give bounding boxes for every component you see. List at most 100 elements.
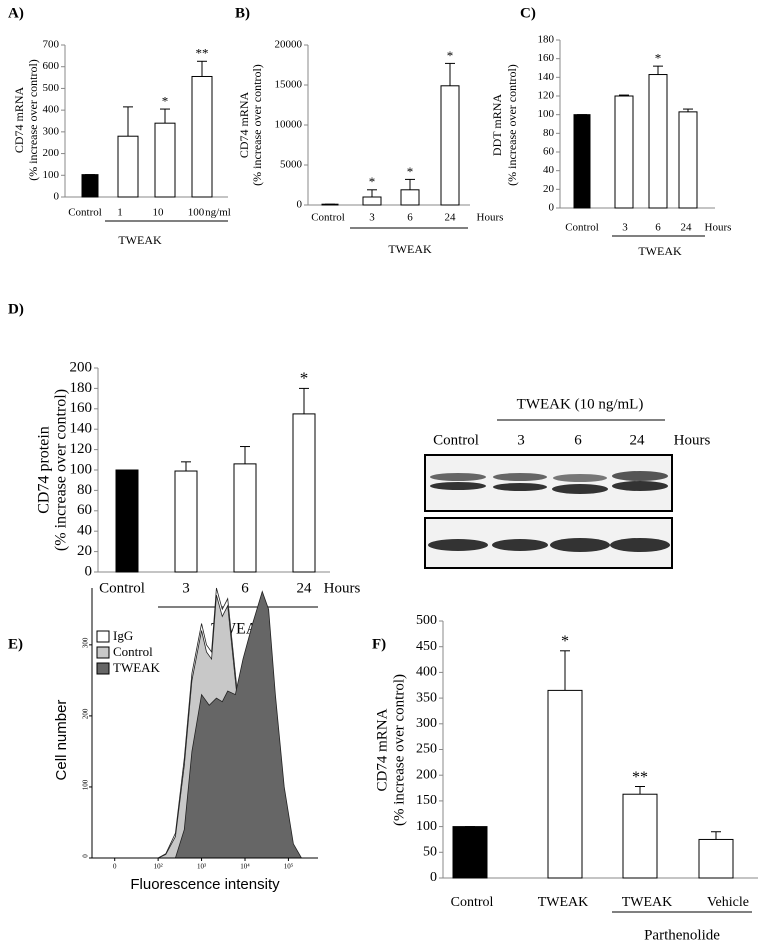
legend-label: Control [113,644,153,659]
y-tick-label: 500 [416,613,437,628]
x-tick-label: TWEAK [622,895,673,910]
y-tick-label: 0 [297,199,303,211]
x-tick-label: 6 [655,222,661,234]
x-tick-label: 3 [622,222,628,234]
y-tick-label: 60 [543,146,555,158]
x-tick-label: 10⁴ [240,863,250,871]
lane-label: 6 [574,432,582,448]
x-tick-label: 6 [407,212,413,224]
histogram-area [174,590,303,859]
x-tick-label: 1 [117,207,123,219]
y-axis-label: (% increase over control) [26,59,40,181]
panel-label: D) [8,301,24,317]
panel-label: C) [520,5,536,21]
x-tick-label: 3 [182,580,190,596]
y-tick-label: 140 [70,421,93,437]
lane-unit: Hours [674,432,711,448]
significance: ** [196,46,209,61]
legend-swatch [96,646,110,659]
x-unit: ng/ml [205,207,231,219]
bar [648,74,668,209]
significance: * [655,51,662,66]
y-tick-label: 300 [43,125,60,137]
panel-label: F) [372,636,386,652]
group-label: TWEAK [118,233,162,247]
lane-label: 3 [517,432,525,448]
y-tick-label: 400 [43,104,60,116]
significance: * [407,164,414,179]
y-tick-label: 180 [70,380,93,396]
y-tick-label: 20000 [275,39,303,51]
legend-swatch [96,630,110,643]
y-tick-label: 250 [416,742,437,757]
y-tick-label: 100 [416,819,437,834]
y-axis-label: (% increase over control) [53,389,70,551]
significance: * [162,93,169,108]
x-tick-label: 10³ [197,863,206,871]
y-tick-label: 120 [538,90,555,102]
bar [292,413,316,573]
y-tick-label: 0 [549,202,555,214]
y-tick-label: 140 [538,71,555,83]
bar [698,838,734,879]
legend-swatch [96,662,110,675]
y-tick-label: 600 [43,60,60,72]
y-tick-label: 100 [70,461,93,477]
bar [573,114,591,209]
y-tick-label: 0 [54,191,60,203]
x-tick-label: 100 [188,207,205,219]
y-tick-label: 200 [416,767,437,782]
y-tick-label: 20 [543,183,555,195]
significance: * [447,48,454,63]
y-tick-label: 0 [82,854,90,858]
bar [678,111,698,209]
y-tick-label: 100 [43,169,60,181]
bar [614,95,634,209]
y-tick-label: 700 [43,39,60,51]
bar [452,826,488,879]
y-tick-label: 300 [82,637,90,648]
x-tick-label: Control [99,580,145,596]
x-tick-label: TWEAK [538,895,589,910]
x-tick-label: 24 [445,212,457,224]
y-tick-label: 0 [85,563,93,579]
y-tick-label: 0 [430,870,437,885]
x-tick-label: Control [68,207,102,219]
panel-label: A) [8,5,24,21]
y-tick-label: 40 [543,164,555,176]
x-tick-label: Control [451,895,494,910]
blot-title: TWEAK (10 ng/mL) [517,396,644,412]
lane-label: Control [433,432,479,448]
x-unit: Hours [324,580,361,596]
bar [174,470,198,573]
x-tick-label: Vehicle [707,895,749,910]
bar [191,75,213,198]
y-axis-label: (% increase over control) [391,674,407,826]
y-tick-label: 10000 [275,119,303,131]
y-axis-label: Cell number [53,700,70,781]
y-tick-label: 300 [416,716,437,731]
x-tick-label: 3 [369,212,375,224]
x-axis-label: Fluorescence intensity [130,876,280,893]
y-tick-label: 160 [70,400,93,416]
x-unit: Hours [705,222,732,234]
y-tick-label: 350 [416,690,437,705]
significance: * [369,174,376,189]
y-tick-label: 5000 [280,159,303,171]
lane-label: 24 [630,432,646,448]
y-tick-label: 60 [77,502,92,518]
significance: * [300,368,309,387]
y-tick-label: 150 [416,793,437,808]
y-tick-label: 40 [77,523,92,539]
bar [400,189,420,206]
bar [117,135,139,198]
y-tick-label: 50 [423,845,437,860]
bar [233,463,257,573]
x-tick-label: 10² [154,863,163,871]
y-tick-label: 15000 [275,79,303,91]
bar [440,85,460,206]
panel-label: B) [235,5,250,21]
y-tick-label: 80 [77,482,92,498]
bar [547,689,583,879]
y-axis-label: DDT mRNA [490,94,504,156]
